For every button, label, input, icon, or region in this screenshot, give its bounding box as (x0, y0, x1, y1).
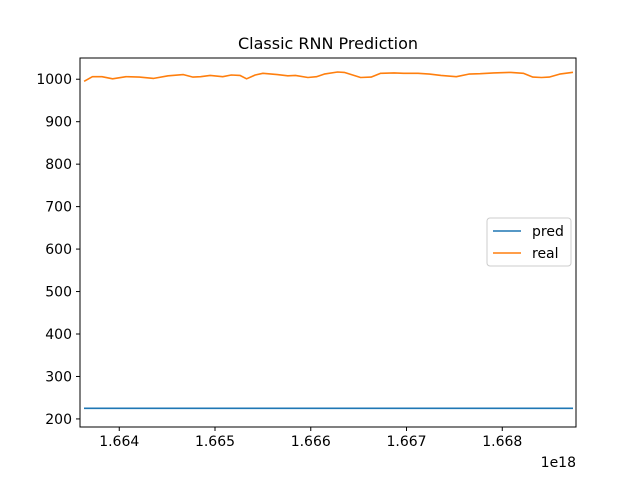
y-tick-label: 600 (45, 242, 72, 258)
y-tick-label: 700 (45, 200, 72, 216)
y-tick-label: 1000 (36, 72, 72, 88)
y-tick-label: 900 (45, 115, 72, 131)
y-tick-label: 500 (45, 285, 72, 301)
series-layer (83, 71, 574, 410)
series-line-real (83, 71, 574, 82)
legend-box (486, 217, 572, 267)
plot-frame (79, 57, 577, 428)
y-tick-label: 800 (45, 157, 72, 173)
x-tick-label: 1.666 (291, 434, 331, 450)
axes-layer: 1.664 1.665 1.666 1.667 1.668 200 300 400 500 600… (36, 72, 522, 450)
legend-items: pred real (493, 224, 564, 262)
legend-label-real: real (532, 246, 559, 262)
chart-title: Classic RNN Prediction (238, 34, 418, 53)
legend[interactable]: pred real (486, 217, 572, 267)
x-tick-label: 1.668 (482, 434, 522, 450)
y-tick-label: 200 (45, 412, 72, 428)
x-tick-label: 1.664 (99, 434, 139, 450)
x-tick-label: 1.667 (386, 434, 426, 450)
x-offset-label: 1e18 (541, 455, 576, 471)
legend-label-pred: pred (532, 224, 564, 240)
y-tick-label: 400 (45, 327, 72, 343)
y-tick-label: 300 (45, 369, 72, 385)
x-tick-label: 1.665 (195, 434, 235, 450)
